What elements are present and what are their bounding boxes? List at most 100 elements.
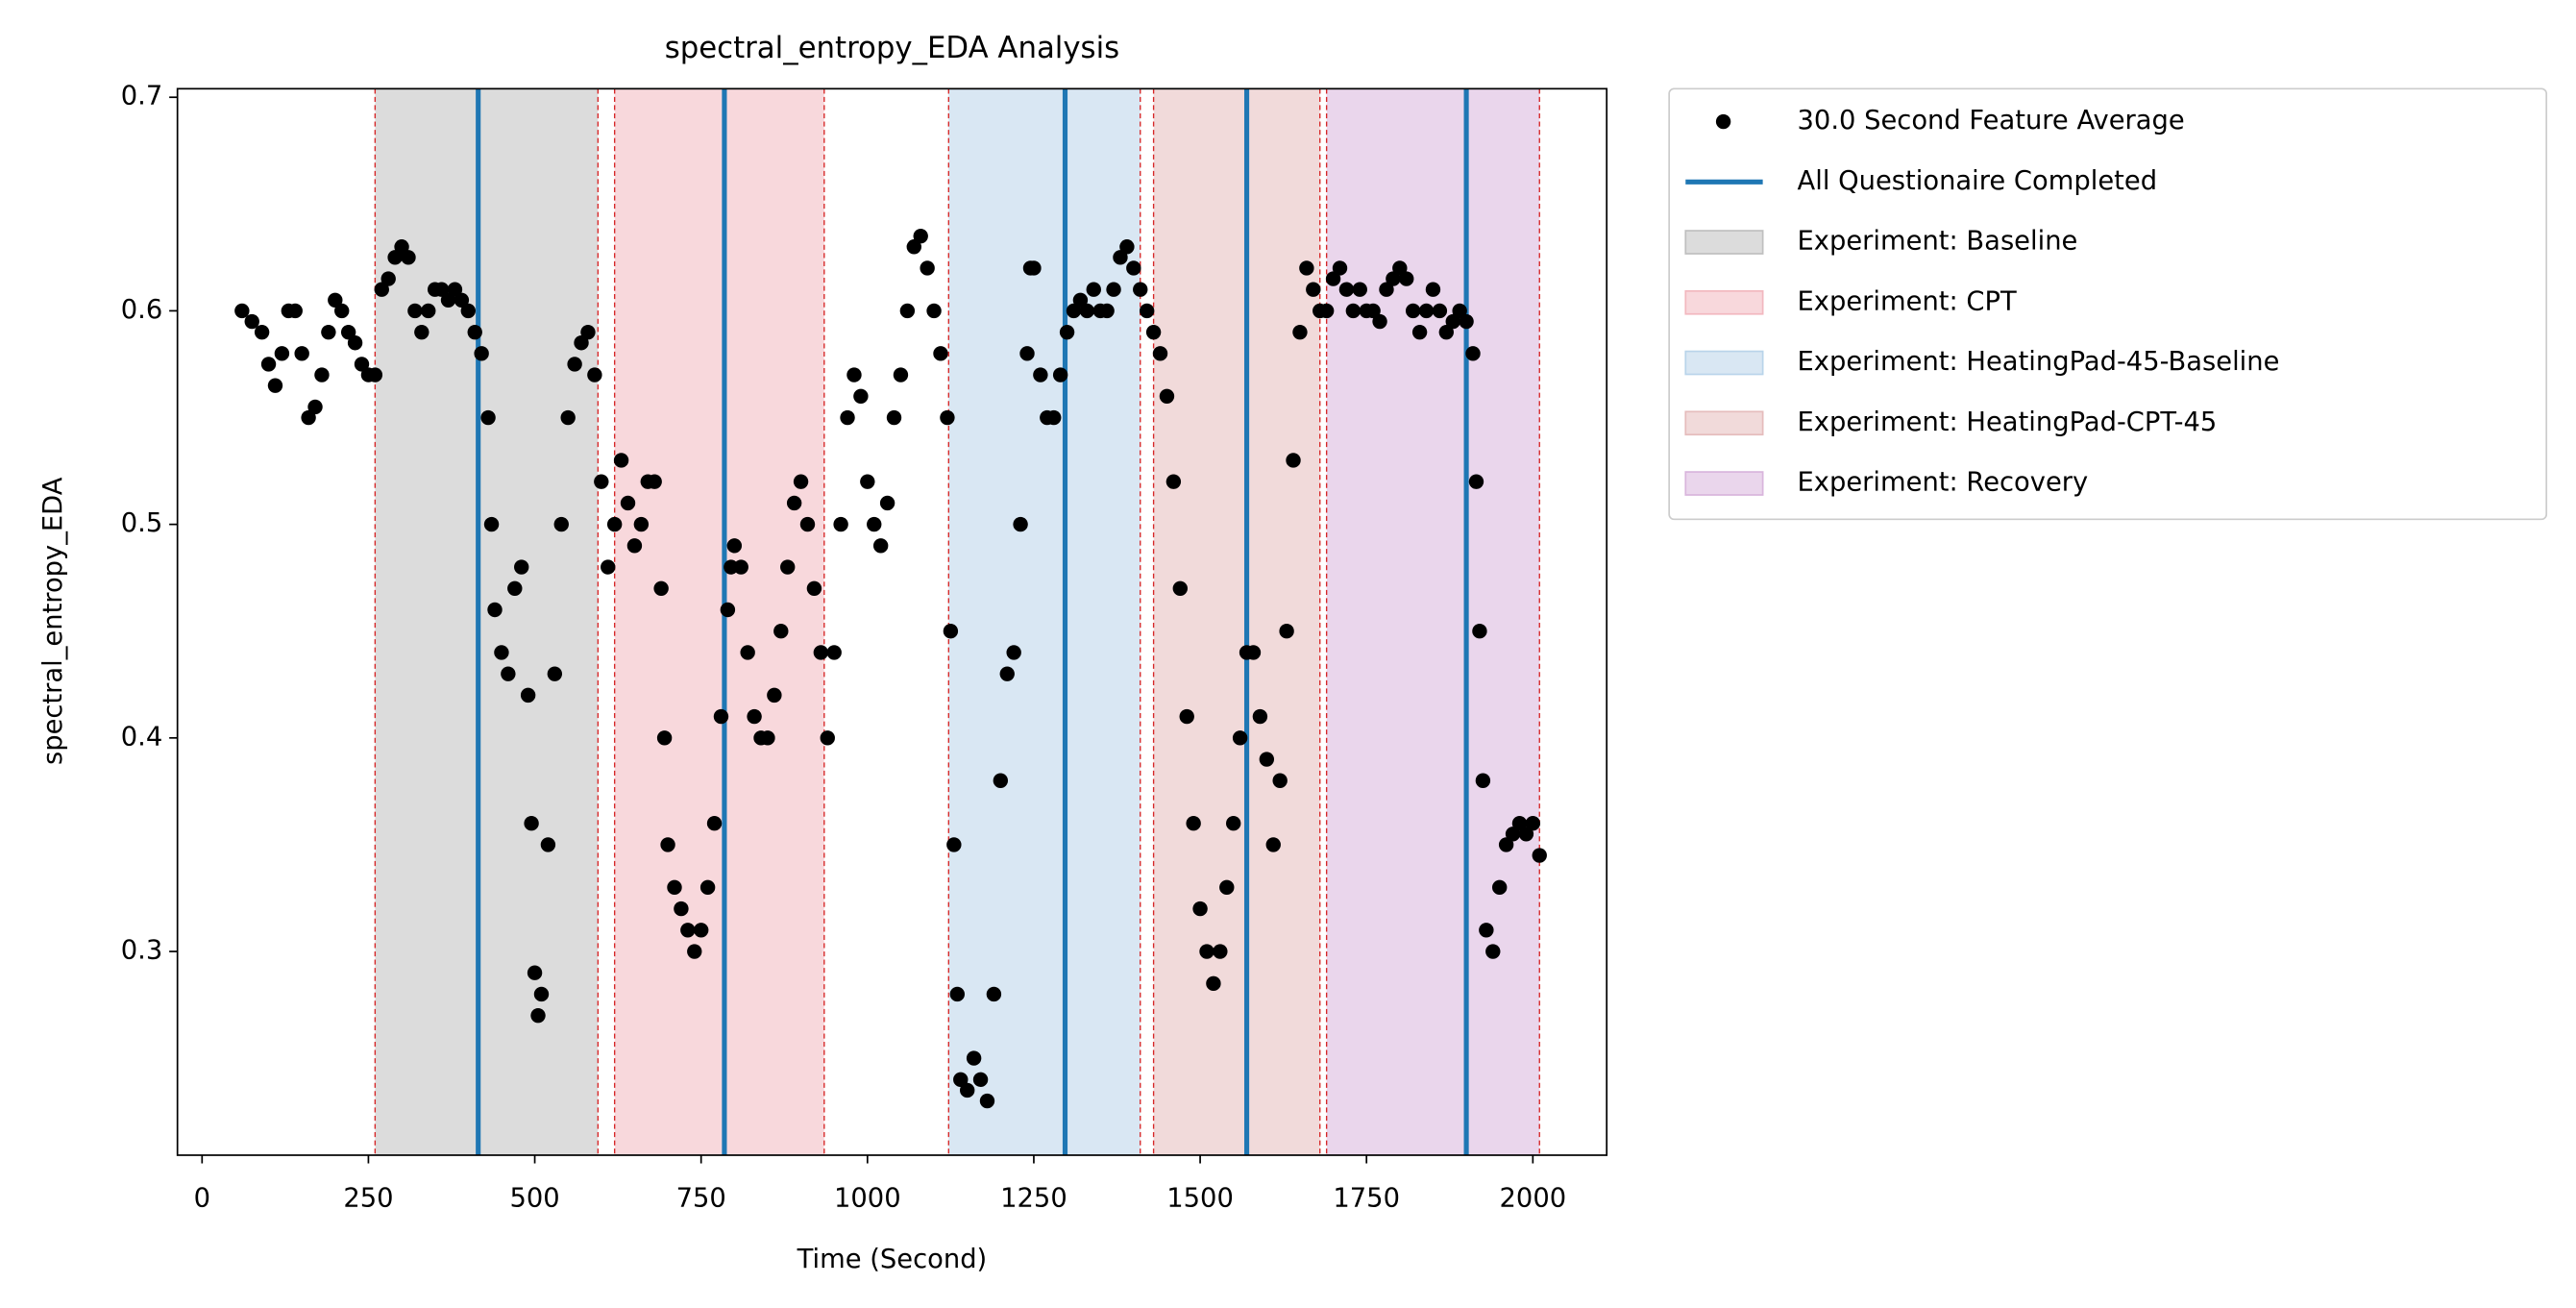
point [354, 357, 370, 372]
point [699, 879, 716, 896]
point [626, 538, 643, 554]
legend-label: Experiment: CPT [1798, 286, 2017, 316]
point [1046, 409, 1062, 426]
point [307, 399, 323, 415]
span [1326, 88, 1540, 1155]
point [1452, 303, 1467, 319]
point [1013, 516, 1028, 532]
point [959, 1082, 975, 1098]
point [260, 357, 277, 372]
point [1379, 282, 1394, 297]
point [1292, 324, 1308, 340]
legend-marker [1715, 113, 1731, 130]
point [560, 409, 576, 426]
x-tick-label: 750 [676, 1184, 726, 1214]
point [367, 367, 383, 383]
point [1133, 282, 1148, 297]
point [580, 324, 596, 340]
point [720, 602, 736, 618]
point [1286, 453, 1301, 468]
point [780, 559, 796, 575]
point [601, 559, 616, 575]
point [1126, 260, 1141, 276]
point [940, 409, 955, 426]
span [948, 88, 1141, 1155]
legend-patch [1684, 289, 1764, 315]
x-tick-label: 2000 [1500, 1184, 1567, 1214]
point [1352, 282, 1367, 297]
point [993, 773, 1009, 788]
point [860, 474, 875, 489]
point [1325, 271, 1341, 286]
point [1219, 879, 1235, 896]
point [1265, 837, 1281, 852]
point [1498, 837, 1514, 852]
point [254, 324, 270, 340]
legend-label: Experiment: Recovery [1798, 468, 2089, 498]
point [1372, 313, 1387, 330]
point [1279, 624, 1294, 639]
point [401, 250, 416, 265]
point [653, 580, 669, 596]
point [713, 708, 729, 725]
point [514, 559, 529, 575]
point [867, 516, 882, 532]
point [972, 1072, 989, 1088]
point [433, 282, 450, 297]
point [820, 730, 835, 746]
point [920, 260, 935, 276]
point [826, 645, 842, 660]
y-tick-label: 0.3 [121, 936, 163, 966]
point [454, 292, 470, 308]
point [1026, 260, 1042, 276]
point [267, 378, 283, 393]
point [540, 837, 556, 852]
point [906, 239, 921, 255]
point [234, 303, 250, 319]
point [733, 559, 748, 575]
point [740, 645, 755, 660]
point [1438, 324, 1454, 340]
point [387, 250, 403, 265]
point [374, 282, 389, 297]
point [767, 687, 782, 703]
point [1332, 260, 1348, 276]
point [1479, 923, 1494, 938]
point [1213, 944, 1228, 959]
x-tick-label: 1000 [834, 1184, 901, 1214]
point [693, 923, 709, 938]
point [1272, 773, 1288, 788]
point [1318, 303, 1335, 319]
point [872, 538, 889, 554]
point [1472, 624, 1487, 639]
point [480, 409, 496, 426]
point [1172, 580, 1188, 596]
point [979, 1093, 995, 1109]
point [594, 474, 609, 489]
point [1492, 879, 1508, 896]
point [933, 346, 948, 361]
point [1179, 708, 1194, 725]
point [328, 292, 343, 308]
point [943, 624, 959, 639]
point [1066, 303, 1082, 319]
point [1019, 346, 1035, 361]
point [833, 516, 848, 532]
x-tick-label: 1750 [1333, 1184, 1400, 1214]
point [1152, 346, 1168, 361]
point [527, 965, 543, 980]
point [613, 453, 629, 468]
point [294, 346, 309, 361]
y-tick-label: 0.4 [121, 722, 163, 752]
point [334, 303, 350, 319]
y-tick-label: 0.7 [121, 82, 163, 111]
point [1232, 730, 1248, 746]
point [1006, 645, 1021, 660]
span [375, 88, 599, 1155]
x-tick-label: 1500 [1166, 1184, 1234, 1214]
legend-label: Experiment: HeatingPad-CPT-45 [1798, 407, 2218, 437]
span [1153, 88, 1320, 1155]
point [301, 409, 316, 426]
point [674, 901, 689, 917]
point [314, 367, 330, 383]
